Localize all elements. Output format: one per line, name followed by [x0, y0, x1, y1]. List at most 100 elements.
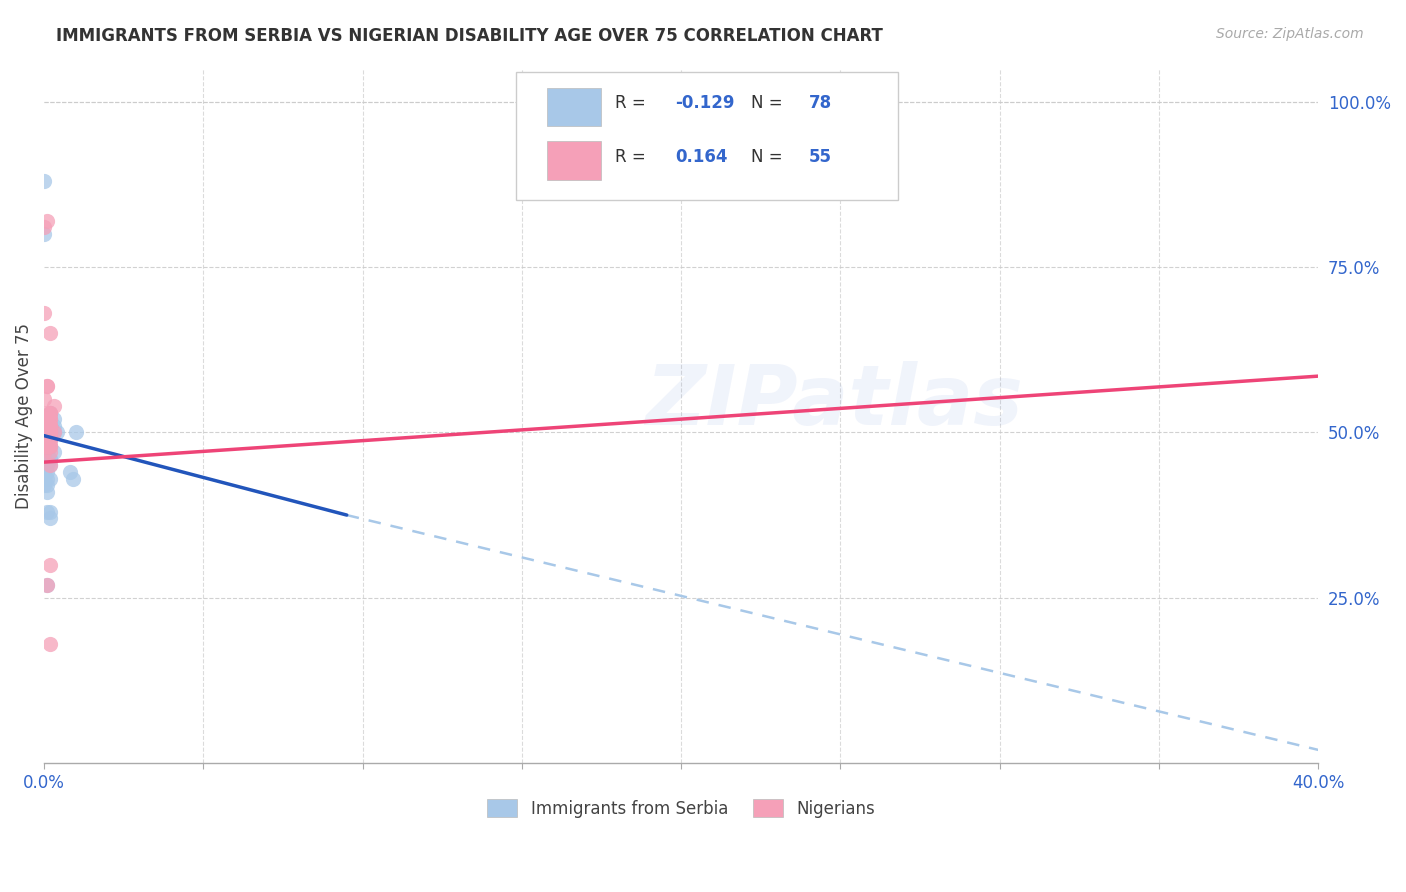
Point — [39, 418, 62, 433]
Text: Source: ZipAtlas.com: Source: ZipAtlas.com — [1216, 27, 1364, 41]
Point — [39, 458, 62, 473]
Point — [39, 405, 62, 419]
Point — [32, 418, 55, 433]
Point — [37, 439, 59, 453]
Text: 0.164: 0.164 — [675, 148, 727, 167]
Point — [37, 418, 59, 433]
Point — [32, 306, 55, 320]
Point — [37, 439, 59, 453]
Point — [37, 577, 59, 591]
Point — [32, 412, 55, 426]
Point — [32, 451, 55, 466]
Text: N =: N = — [751, 148, 789, 167]
Point — [37, 458, 59, 473]
Point — [39, 432, 62, 446]
Point — [39, 637, 62, 651]
Point — [32, 445, 55, 459]
Point — [39, 432, 62, 446]
Point — [42, 418, 65, 433]
Point — [32, 439, 55, 453]
Text: N =: N = — [751, 95, 789, 112]
Point — [37, 439, 59, 453]
Point — [32, 425, 55, 440]
Point — [39, 418, 62, 433]
Point — [32, 458, 55, 473]
Point — [39, 418, 62, 433]
Point — [39, 432, 62, 446]
Point — [32, 458, 55, 473]
Point — [37, 439, 59, 453]
Point — [32, 445, 55, 459]
FancyBboxPatch shape — [516, 72, 898, 201]
Point — [39, 412, 62, 426]
Point — [39, 425, 62, 440]
Point — [37, 418, 59, 433]
Point — [32, 439, 55, 453]
Point — [32, 412, 55, 426]
Point — [39, 472, 62, 486]
Point — [39, 412, 62, 426]
Point — [39, 432, 62, 446]
Point — [32, 425, 55, 440]
Point — [32, 418, 55, 433]
Point — [42, 425, 65, 440]
Point — [37, 439, 59, 453]
Point — [37, 439, 59, 453]
Point — [42, 425, 65, 440]
Point — [39, 439, 62, 453]
Point — [37, 425, 59, 440]
Point — [37, 439, 59, 453]
Text: R =: R = — [614, 95, 651, 112]
Text: -0.129: -0.129 — [675, 95, 734, 112]
Bar — [547, 88, 600, 126]
Point — [32, 478, 55, 492]
Point — [62, 472, 84, 486]
Point — [37, 379, 59, 393]
Point — [32, 465, 55, 479]
Point — [37, 432, 59, 446]
Point — [37, 425, 59, 440]
Point — [39, 458, 62, 473]
Point — [65, 425, 87, 440]
Bar — [547, 142, 600, 179]
Point — [32, 412, 55, 426]
Point — [32, 432, 55, 446]
Point — [39, 425, 62, 440]
Point — [37, 472, 59, 486]
Point — [37, 505, 59, 519]
Text: IMMIGRANTS FROM SERBIA VS NIGERIAN DISABILITY AGE OVER 75 CORRELATION CHART: IMMIGRANTS FROM SERBIA VS NIGERIAN DISAB… — [56, 27, 883, 45]
Point — [37, 418, 59, 433]
Point — [39, 405, 62, 419]
Point — [37, 379, 59, 393]
Point — [37, 425, 59, 440]
Point — [39, 432, 62, 446]
Point — [37, 439, 59, 453]
Point — [39, 405, 62, 419]
Point — [32, 174, 55, 188]
Point — [32, 439, 55, 453]
Point — [39, 425, 62, 440]
Point — [37, 425, 59, 440]
Point — [37, 439, 59, 453]
Point — [37, 418, 59, 433]
Point — [37, 432, 59, 446]
Point — [37, 425, 59, 440]
Text: ZIPatlas: ZIPatlas — [645, 361, 1024, 442]
Point — [42, 412, 65, 426]
Point — [37, 418, 59, 433]
Point — [32, 425, 55, 440]
Point — [37, 412, 59, 426]
Point — [37, 445, 59, 459]
Point — [42, 445, 65, 459]
Point — [37, 439, 59, 453]
Point — [39, 405, 62, 419]
Point — [32, 451, 55, 466]
Point — [39, 511, 62, 525]
Point — [39, 425, 62, 440]
Point — [32, 227, 55, 241]
Point — [32, 418, 55, 433]
Point — [37, 439, 59, 453]
Text: 55: 55 — [808, 148, 831, 167]
Point — [42, 399, 65, 413]
Point — [39, 558, 62, 572]
